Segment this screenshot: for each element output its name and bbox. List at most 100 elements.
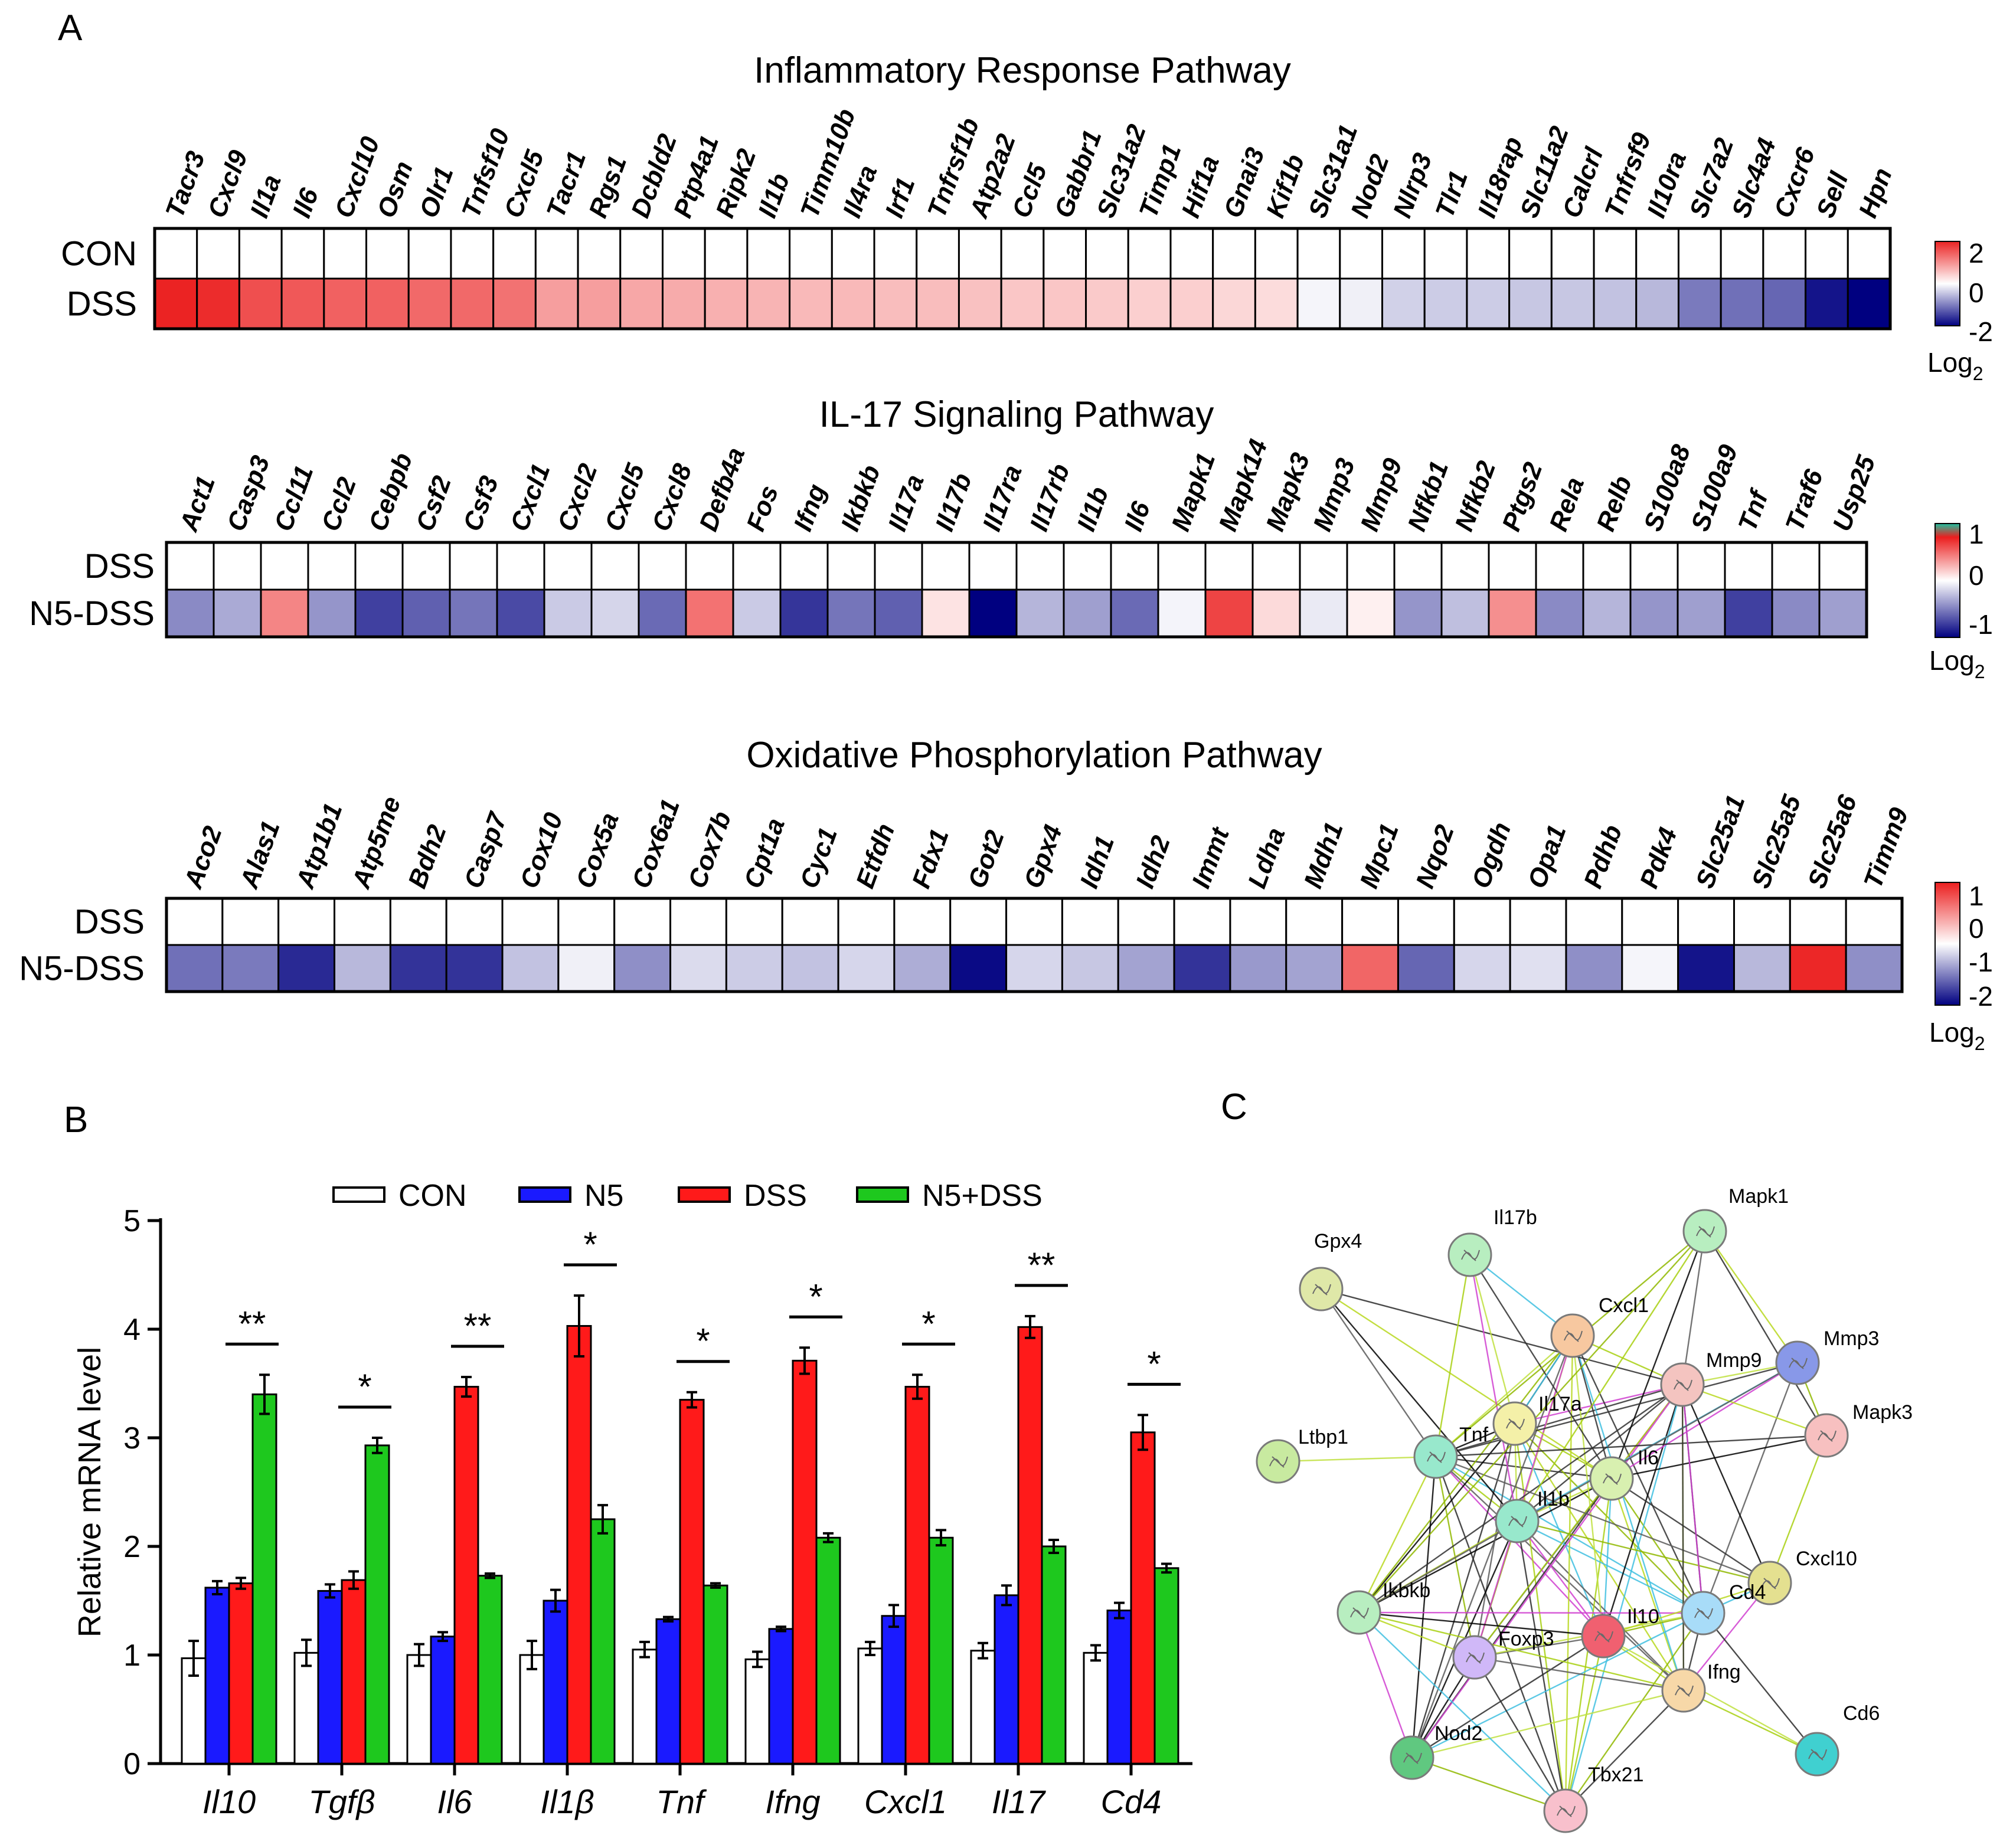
column-label-fos: Fos [741, 482, 784, 535]
node-label-il17b: Il17b [1494, 1206, 1537, 1229]
cell-con-ptp4a1 [661, 227, 706, 280]
edge-il6-cxcl1 [1571, 1335, 1613, 1479]
colorbar-tick: 0 [1969, 913, 1984, 944]
cell-n5-dss-slc25a5 [1733, 944, 1791, 993]
cell-dss-irf1 [873, 277, 918, 330]
bar-n5-dss-il1- [590, 1518, 616, 1765]
cell-dss-il17a [874, 541, 923, 591]
bar-dss-il17 [1017, 1326, 1043, 1765]
category-label-cxcl1: Cxcl1 [864, 1783, 947, 1820]
bar-n5-cd4 [1106, 1610, 1132, 1765]
cell-n5-dss-il17b [921, 588, 970, 638]
bar-con-ifng [744, 1658, 770, 1765]
cell-dss-nod2 [1339, 277, 1384, 330]
protein-structure-icon [1818, 1430, 1836, 1442]
cell-dss-ccl5 [1000, 277, 1045, 330]
cell-n5-dss-il17a [874, 588, 923, 638]
legend-swatch-con [332, 1186, 385, 1203]
cell-dss-cox5a [557, 897, 616, 946]
edge-nod2-tbx21 [1411, 1757, 1566, 1812]
cell-dss-ldha [1229, 897, 1287, 946]
node-label-mapk1: Mapk1 [1728, 1185, 1789, 1208]
cell-dss-il1b [746, 277, 791, 330]
column-label-mapk3: Mapk3 [1260, 449, 1315, 535]
cell-n5-dss-ccl11 [260, 588, 309, 638]
column-label-cox7b: Cox7b [682, 807, 737, 892]
column-label-atp1b1: Atp1b1 [290, 800, 348, 893]
cell-n5-dss-relb [1582, 588, 1632, 638]
cell-dss-olr1 [407, 277, 452, 330]
bar-con-cxcl1 [857, 1647, 883, 1765]
edge-mmp9-nod2 [1411, 1384, 1683, 1758]
bar-dss-cd4 [1130, 1431, 1156, 1765]
node-label-il10: Il10 [1627, 1605, 1659, 1628]
cell-dss-cxcr6 [1762, 277, 1807, 330]
cell-dss-defb4a [685, 541, 734, 591]
cell-n5-dss-mmp9 [1346, 588, 1396, 638]
column-label-mapk1: Mapk1 [1166, 449, 1221, 535]
edge-cxcl10-tnf [1435, 1455, 1770, 1584]
legend-swatch-dss [678, 1186, 731, 1203]
cell-dss-atp5me [334, 897, 391, 946]
column-label-mpc1: Mpc1 [1354, 820, 1404, 892]
cell-dss-il1a [238, 277, 283, 330]
edge-tnf-ikbkb [1358, 1456, 1437, 1613]
cell-dss-mmp9 [1346, 541, 1396, 591]
column-label-cox5a: Cox5a [571, 809, 625, 892]
column-label-nfkb1: Nfkb1 [1402, 457, 1454, 535]
significance-marker: * [921, 1304, 935, 1343]
column-label-cxcl5: Cxcl5 [599, 460, 650, 535]
column-label-relb: Relb [1591, 472, 1638, 535]
column-label-ptgs2: Ptgs2 [1496, 459, 1548, 535]
edge-mapk3-cxcl10 [1769, 1435, 1828, 1584]
protein-structure-icon [1461, 1250, 1480, 1261]
column-label-usp25: Usp25 [1827, 452, 1881, 535]
row-label-dss: DSS [67, 285, 137, 323]
cell-dss-nlrp3 [1381, 277, 1426, 330]
cell-dss-atp2a2 [958, 277, 1002, 330]
edge-cd4-ikbkb [1358, 1611, 1704, 1614]
cell-con-gabbr1 [1043, 227, 1087, 280]
edge-ifng-nod2 [1411, 1689, 1684, 1759]
edge-mmp9-ifng [1681, 1384, 1685, 1691]
bar-dss-il1- [566, 1324, 592, 1765]
cell-n5-dss-atp5me [334, 944, 391, 993]
cell-dss-act1 [165, 541, 215, 591]
colorbar-tick: -1 [1969, 609, 1993, 640]
column-label-casp3: Casp3 [221, 452, 275, 535]
edge-mmp3-ikbkb [1358, 1362, 1798, 1614]
y-tick-label: 5 [123, 1204, 140, 1238]
cell-dss-cpt1a [725, 897, 783, 946]
node-label-ikbkb: Ikbkb [1383, 1579, 1430, 1602]
cell-con-slc11a2 [1508, 227, 1553, 280]
cell-n5-dss-slc25a1 [1677, 944, 1735, 993]
protein-structure-icon [1557, 1806, 1576, 1817]
column-label-hif1a: Hif1a [1176, 152, 1225, 222]
edge-il6-ifng [1610, 1478, 1685, 1691]
edge-mapk1-il6 [1610, 1231, 1706, 1479]
legend-label-n5: N5 [584, 1179, 623, 1213]
bar-con-tgf- [293, 1651, 319, 1765]
column-label-il17a: Il17a [883, 471, 930, 535]
colorbar-label: Log2 [1929, 1017, 1985, 1054]
column-label-il4ra: Il4ra [838, 162, 883, 222]
bar-n5-il17 [994, 1594, 1019, 1765]
heatmap-il17-signaling: IL-17 Signaling Pathway Act1 Casp3Ccl11Ccl… [29, 394, 1993, 682]
category-label-il6: Il6 [437, 1783, 472, 1820]
bar-dss-cxcl1 [904, 1386, 930, 1765]
colorbar-tick: 0 [1969, 560, 1984, 591]
cell-dss-tnf [1724, 541, 1773, 591]
bar-dss-il6 [453, 1386, 479, 1765]
cell-dss-etfdh [837, 897, 896, 946]
cell-dss-mapk3 [1251, 541, 1301, 591]
heatmap-border [165, 897, 1904, 993]
heatmap-border [153, 227, 1892, 331]
cell-dss-casp7 [445, 897, 504, 946]
edge-cxcl10-il1b [1517, 1520, 1770, 1584]
cell-dss-ccl11 [260, 541, 309, 591]
cell-dss-slc31a2 [1085, 277, 1129, 330]
column-label-cxcl2: Cxcl2 [552, 460, 603, 535]
cell-dss-timm10b [789, 277, 833, 330]
bar-con-il1- [519, 1654, 545, 1765]
edge-mapk1-il1b [1516, 1231, 1706, 1522]
